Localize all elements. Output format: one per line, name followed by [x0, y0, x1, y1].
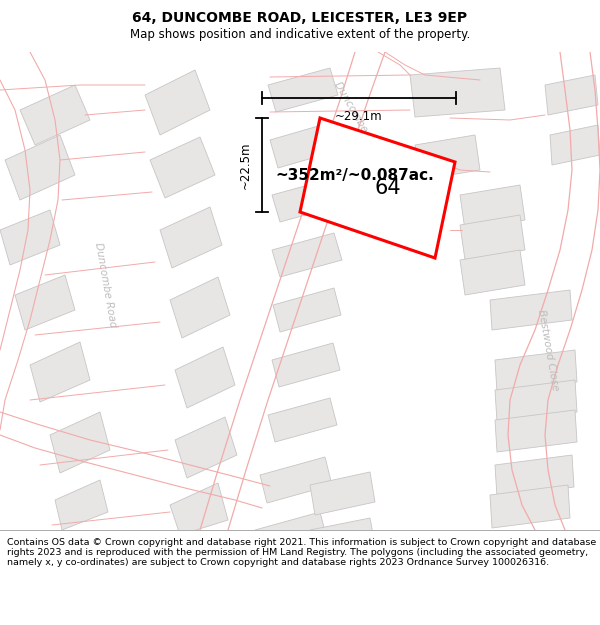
Polygon shape — [460, 215, 525, 260]
Polygon shape — [170, 277, 230, 338]
Polygon shape — [175, 417, 237, 478]
Polygon shape — [270, 122, 340, 168]
Text: ~352m²/~0.087ac.: ~352m²/~0.087ac. — [275, 168, 434, 182]
Polygon shape — [495, 410, 577, 452]
Polygon shape — [495, 380, 577, 422]
Polygon shape — [15, 275, 75, 330]
Text: ~22.5m: ~22.5m — [239, 141, 252, 189]
Polygon shape — [495, 455, 574, 497]
Polygon shape — [415, 135, 480, 180]
Polygon shape — [410, 68, 505, 117]
Polygon shape — [175, 347, 235, 408]
Polygon shape — [490, 290, 572, 330]
Text: 64: 64 — [374, 177, 401, 198]
Polygon shape — [255, 512, 326, 550]
Polygon shape — [160, 207, 222, 268]
Polygon shape — [50, 412, 110, 473]
Polygon shape — [272, 343, 340, 387]
Polygon shape — [310, 518, 375, 555]
Text: Map shows position and indicative extent of the property.: Map shows position and indicative extent… — [130, 28, 470, 41]
Polygon shape — [273, 288, 341, 332]
Text: Contains OS data © Crown copyright and database right 2021. This information is : Contains OS data © Crown copyright and d… — [7, 538, 596, 568]
Polygon shape — [30, 342, 90, 402]
Polygon shape — [0, 210, 60, 265]
Polygon shape — [460, 185, 525, 230]
Polygon shape — [260, 457, 332, 503]
Polygon shape — [545, 75, 598, 115]
Polygon shape — [55, 480, 108, 530]
Polygon shape — [490, 485, 570, 528]
Polygon shape — [460, 250, 525, 295]
Polygon shape — [150, 137, 215, 198]
Polygon shape — [495, 350, 577, 392]
Polygon shape — [268, 398, 337, 442]
Polygon shape — [550, 125, 600, 165]
Polygon shape — [268, 68, 338, 112]
Text: Duncombe Road: Duncombe Road — [332, 80, 384, 160]
Text: Bestwood Close: Bestwood Close — [536, 309, 560, 391]
Text: ~29.1m: ~29.1m — [335, 110, 383, 123]
Text: Duncombe Road: Duncombe Road — [92, 242, 118, 328]
Text: 64, DUNCOMBE ROAD, LEICESTER, LE3 9EP: 64, DUNCOMBE ROAD, LEICESTER, LE3 9EP — [133, 11, 467, 26]
Polygon shape — [20, 85, 90, 145]
Polygon shape — [170, 483, 228, 535]
Polygon shape — [272, 233, 342, 277]
Polygon shape — [5, 135, 75, 200]
Polygon shape — [300, 118, 455, 258]
Polygon shape — [145, 70, 210, 135]
Polygon shape — [272, 178, 342, 222]
Polygon shape — [310, 472, 375, 515]
